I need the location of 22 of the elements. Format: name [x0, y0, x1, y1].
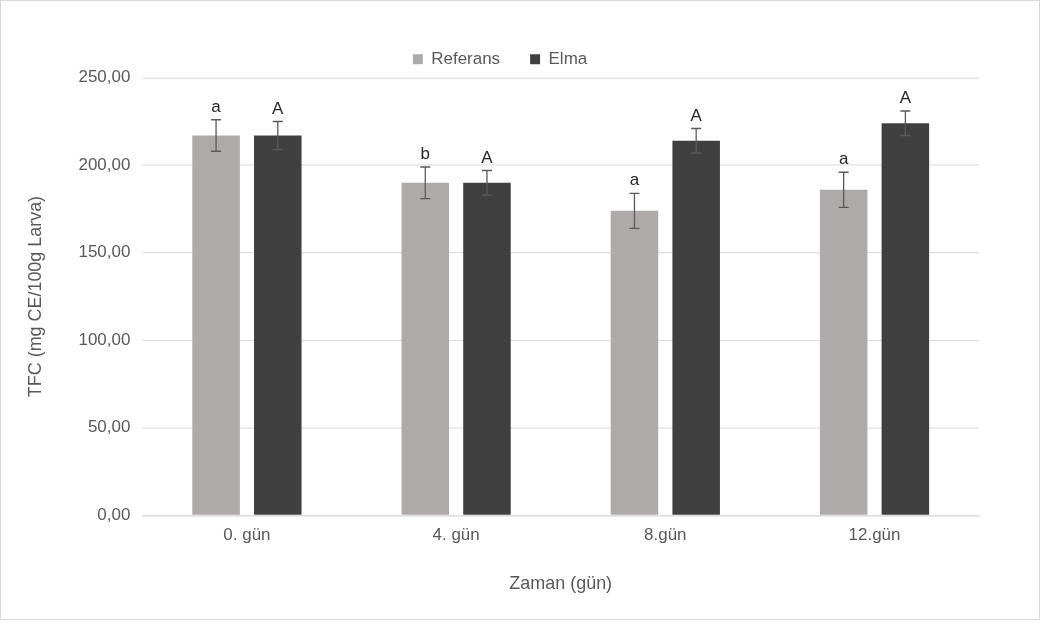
x-tick-label: 0. gün [223, 525, 271, 545]
annotation: A [690, 105, 703, 125]
x-tick-label: 4. gün [432, 525, 480, 545]
x-axis-title: Zaman (gün) [509, 573, 613, 594]
y-tick-label: 0,00 [97, 505, 131, 525]
x-tick-label: 8.gün [644, 525, 687, 545]
y-tick-label: 150,00 [78, 242, 131, 262]
annotation: A [481, 147, 494, 167]
annotation: A [899, 88, 912, 108]
x-tick-label: 12.gün [848, 525, 901, 545]
annotation: b [420, 144, 430, 164]
legend-label: Referans [431, 48, 501, 68]
y-tick-label: 250,00 [78, 67, 131, 87]
annotation: a [211, 96, 222, 116]
annotation: a [838, 149, 849, 169]
annotation: A [272, 98, 285, 118]
annotation: a [629, 170, 640, 190]
y-tick-label: 100,00 [78, 329, 131, 349]
legend-label: Elma [548, 48, 588, 68]
y-tick-label: 200,00 [78, 154, 131, 174]
y-axis-title: TFC (mg CE/100g Larva) [24, 195, 45, 398]
y-tick-label: 50,00 [87, 417, 131, 437]
